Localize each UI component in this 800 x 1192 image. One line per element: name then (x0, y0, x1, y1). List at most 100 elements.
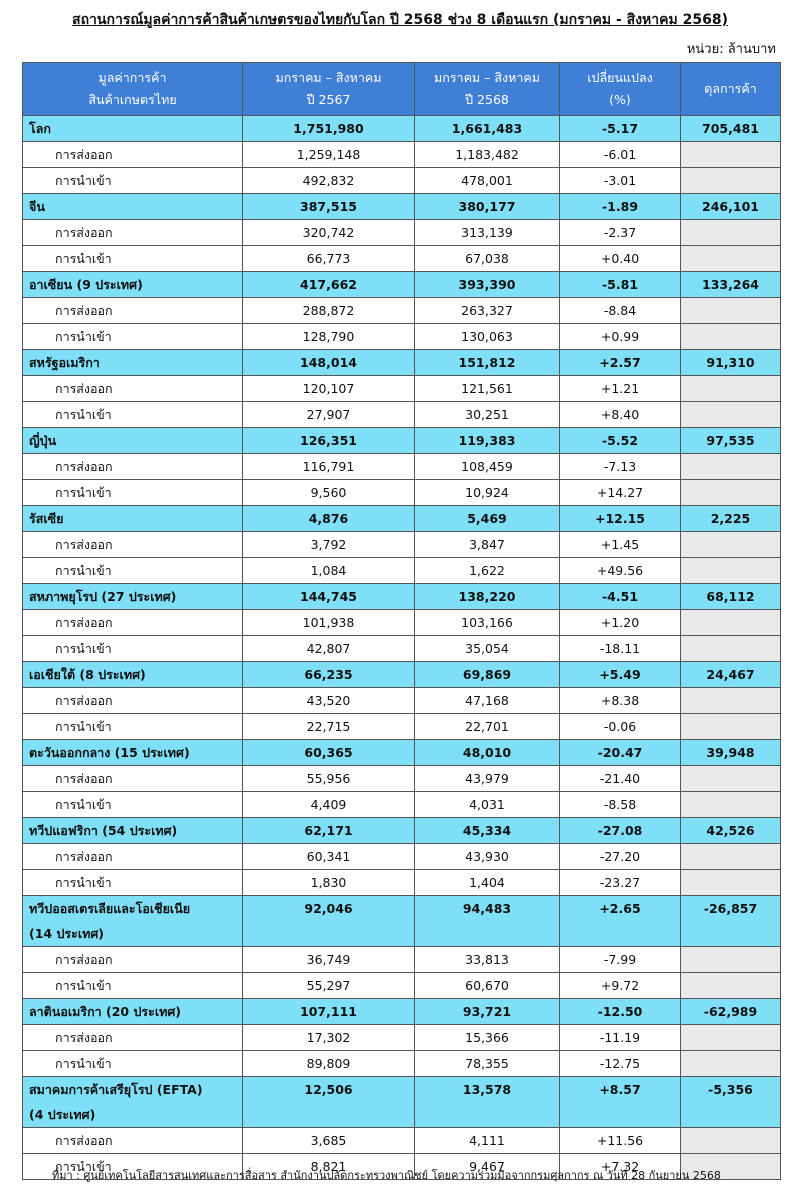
value-cell: 121,561 (414, 375, 560, 402)
empty-cell (680, 869, 781, 896)
sub-label: การนำเข้า (22, 791, 243, 818)
source: ที่มา : ศูนย์เทคโนโลยีสารสนเทศและการสื่อ… (52, 1169, 721, 1182)
group-name: ลาตินอเมริกา (20 ประเทศ) (22, 998, 243, 1025)
value-cell: +8.57 (559, 1076, 681, 1128)
value-cell: -7.99 (559, 946, 681, 973)
sub-label: การส่งออก (22, 1127, 243, 1154)
value-cell: 133,264 (680, 271, 781, 298)
group-name-text: สหภาพยุโรป (27 ประเทศ) (29, 589, 177, 604)
value-cell: 91,310 (680, 349, 781, 376)
empty-cell (680, 609, 781, 636)
value-cell: -12.75 (559, 1050, 681, 1077)
value-cell: 43,979 (414, 765, 560, 792)
value-cell: 92,046 (242, 895, 415, 947)
header-text: (%) (609, 92, 631, 107)
value-cell: 1,622 (414, 557, 560, 584)
value-cell: 1,183,482 (414, 141, 560, 168)
sub-label: การนำเข้า (22, 323, 243, 350)
header-cell: มกราคม – สิงหาคม ปี 2568 (414, 62, 560, 116)
header-cell: มูลค่าการค้า สินค้าเกษตรไทย (22, 62, 243, 116)
value-cell: +7.32 (559, 1153, 681, 1180)
value-cell: -0.06 (559, 713, 681, 740)
value-cell: 320,742 (242, 219, 415, 246)
group-row: ตะวันออกกลาง (15 ประเทศ) 60,365 48,010 -20.… (22, 739, 781, 766)
empty-cell (680, 791, 781, 818)
group-row: สมาคมการค้าเสรียุโรป (EFTA) (4 ประเทศ) 12,… (22, 1076, 781, 1128)
value-cell: 492,832 (242, 167, 415, 194)
value-cell: -20.47 (559, 739, 681, 766)
group-name: รัสเซีย (22, 505, 243, 532)
value-cell: +0.99 (559, 323, 681, 350)
group-name-text: อาเซียน (9 ประเทศ) (29, 277, 143, 292)
value-cell: 60,341 (242, 843, 415, 870)
sub-row: การนำเข้า 55,297 60,670 +9.72 (22, 972, 781, 999)
value-cell: 5,469 (414, 505, 560, 532)
trade-table: มูลค่าการค้า สินค้าเกษตรไทย มกราคม – สิงหา… (22, 62, 781, 1180)
sub-label: การนำเข้า (22, 635, 243, 662)
empty-cell (680, 1050, 781, 1077)
value-cell: -23.27 (559, 869, 681, 896)
value-cell: 705,481 (680, 115, 781, 142)
group-row: ทวีปออสเตรเลียและโอเชียเนีย (14 ประเทศ) 92… (22, 895, 781, 947)
sub-row: การนำเข้า 1,084 1,622 +49.56 (22, 557, 781, 584)
value-cell: -62,989 (680, 998, 781, 1025)
sub-row: การส่งออก 3,792 3,847 +1.45 (22, 531, 781, 558)
value-cell: 12,506 (242, 1076, 415, 1128)
value-cell: 66,773 (242, 245, 415, 272)
empty-cell (680, 557, 781, 584)
value-cell: 1,404 (414, 869, 560, 896)
group-name-text: สมาคมการค้าเสรียุโรป (EFTA) (29, 1082, 203, 1097)
value-cell: 35,054 (414, 635, 560, 662)
value-cell: 138,220 (414, 583, 560, 610)
group-name: ตะวันออกกลาง (15 ประเทศ) (22, 739, 243, 766)
empty-cell (680, 245, 781, 272)
value-cell: 387,515 (242, 193, 415, 220)
value-cell: 89,809 (242, 1050, 415, 1077)
sub-label: การนำเข้า (22, 869, 243, 896)
value-cell: -2.37 (559, 219, 681, 246)
value-cell: +1.45 (559, 531, 681, 558)
value-cell: 45,334 (414, 817, 560, 844)
group-row: ลาตินอเมริกา (20 ประเทศ) 107,111 93,721 -12… (22, 998, 781, 1025)
header-text: ปี 2568 (465, 92, 509, 107)
value-cell: 246,101 (680, 193, 781, 220)
value-cell: 22,715 (242, 713, 415, 740)
empty-cell (680, 479, 781, 506)
sub-label: การส่งออก (22, 141, 243, 168)
empty-cell (680, 531, 781, 558)
value-cell: 116,791 (242, 453, 415, 480)
title: สถานการณ์มูลค่าการค้าสินค้าเกษตรของไทยกั… (72, 12, 728, 28)
group-name: สหภาพยุโรป (27 ประเทศ) (22, 583, 243, 610)
sub-row: การนำเข้า 22,715 22,701 -0.06 (22, 713, 781, 740)
sub-row: การส่งออก 60,341 43,930 -27.20 (22, 843, 781, 870)
value-cell: +12.15 (559, 505, 681, 532)
sub-label: การนำเข้า (22, 557, 243, 584)
value-cell: 97,535 (680, 427, 781, 454)
value-cell: 33,813 (414, 946, 560, 973)
sub-row: การนำเข้า 66,773 67,038 +0.40 (22, 245, 781, 272)
group-name-text: เอเชียใต้ (8 ประเทศ) (29, 667, 146, 682)
sub-label: การนำเข้า (22, 245, 243, 272)
value-cell: 144,745 (242, 583, 415, 610)
group-name: สหรัฐอเมริกา (22, 349, 243, 376)
sub-label: การส่งออก (22, 765, 243, 792)
sub-row: การนำเข้า 1,830 1,404 -23.27 (22, 869, 781, 896)
group-name-text: ญี่ปุ่น (29, 433, 57, 448)
value-cell: -4.51 (559, 583, 681, 610)
value-cell: -1.89 (559, 193, 681, 220)
sub-label: การส่งออก (22, 1024, 243, 1051)
value-cell: 380,177 (414, 193, 560, 220)
sub-label: การนำเข้า (22, 167, 243, 194)
value-cell: -5.17 (559, 115, 681, 142)
empty-cell (680, 972, 781, 999)
value-cell: +11.56 (559, 1127, 681, 1154)
value-cell: 1,751,980 (242, 115, 415, 142)
value-cell: 128,790 (242, 323, 415, 350)
value-cell: 119,383 (414, 427, 560, 454)
value-cell: 60,670 (414, 972, 560, 999)
value-cell: 17,302 (242, 1024, 415, 1051)
value-cell: 130,063 (414, 323, 560, 350)
value-cell: 101,938 (242, 609, 415, 636)
group-row: สหภาพยุโรป (27 ประเทศ) 144,745 138,220 -4.5… (22, 583, 781, 610)
sub-row: การนำเข้า 42,807 35,054 -18.11 (22, 635, 781, 662)
